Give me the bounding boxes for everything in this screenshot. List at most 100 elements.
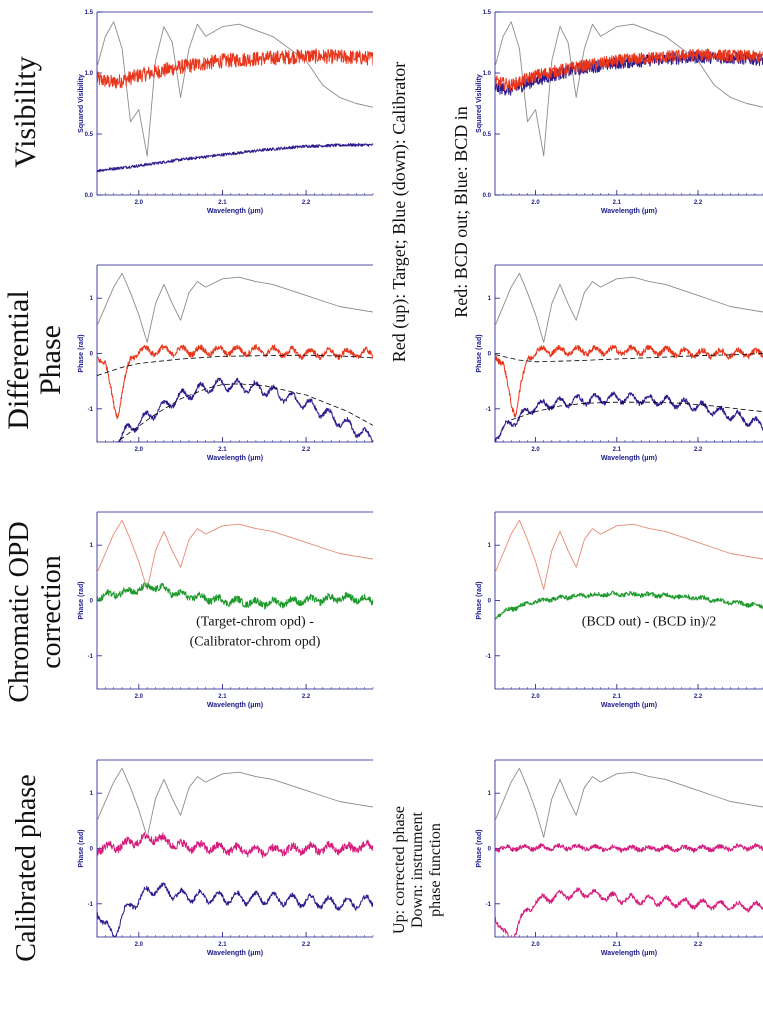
y-tick-label: -1: [486, 902, 492, 908]
series-reference: [97, 519, 373, 590]
series-bcd-out: [495, 48, 763, 92]
note-right-column: Red: BCD out; Blue: BCD in: [451, 106, 471, 318]
panel-cal-left: -1 0 1 2.0 2.1 2.2 Wavelength (μm) Phase (rad): [78, 759, 374, 957]
row-label-visibility: Visibility: [9, 56, 42, 168]
y-tick-label: 1.5: [85, 10, 94, 16]
y-tick-label: 0: [90, 352, 94, 358]
note-bottom-1: Up: corrected phase: [391, 806, 408, 934]
note-bottom-2: Down: instrument: [409, 811, 426, 928]
y-tick-label: -1: [486, 654, 492, 660]
panel-vis-right: 0.0 0.5 1.0 1.5 2.0 2.1 2.2 Wavelength (μm) Squa…: [476, 10, 763, 215]
row-label-phase: Phase: [34, 325, 67, 395]
y-axis-label: Squared Visibility: [476, 74, 483, 133]
y-tick-label: 1: [90, 791, 94, 797]
y-tick-label: 1: [488, 791, 492, 797]
y-axis-label: Phase (rad): [476, 581, 483, 619]
x-tick-label: 2.2: [302, 447, 311, 453]
series-bcd-out: [495, 344, 763, 418]
y-axis-label: Squared Visibility: [78, 74, 85, 133]
x-tick-label: 2.1: [613, 200, 622, 206]
y-tick-label: 1.5: [483, 10, 492, 16]
series-target: [97, 343, 373, 420]
series-reference: [97, 272, 373, 343]
series-corrected: [495, 590, 763, 621]
series-corrected: [97, 582, 373, 610]
series-bcd-in: [495, 391, 763, 442]
y-tick-label: 1: [90, 543, 94, 549]
x-tick-label: 2.1: [613, 447, 622, 453]
x-tick-label: 2.2: [302, 200, 311, 206]
x-tick-label: 2.1: [613, 694, 622, 700]
series-fit: [116, 383, 373, 442]
x-axis-label: Wavelength (μm): [601, 702, 657, 709]
row-label-calibrated-phase: Calibrated phase: [11, 774, 42, 961]
note-left-column: Red (up): Target; Blue (down): Calibrato…: [389, 62, 410, 363]
series-reference: [495, 21, 763, 157]
panel-vis-left: 0.0 0.5 1.0 1.5 2.0 2.1 2.2 Wavelength (μm) Squa…: [78, 10, 374, 215]
y-tick-label: 0.5: [483, 132, 492, 138]
y-tick-label: 0.0: [85, 193, 94, 199]
x-axis-label: Wavelength (μm): [601, 208, 657, 215]
axis-frame: [96, 759, 373, 938]
y-axis-label: Phase (rad): [78, 334, 85, 372]
x-axis-label: Wavelength (μm): [601, 455, 657, 462]
row-label-chromatic-opd: Chromatic OPD: [4, 521, 35, 702]
panel-annotation: (Target-chrom opd) -: [196, 614, 314, 629]
series-fit: [511, 401, 763, 421]
series-instrument: [495, 887, 763, 937]
axis-frame: [494, 11, 763, 196]
panel-dphase-left: -1 0 1 2.0 2.1 2.2 Wavelength (μm) Phase (rad): [78, 264, 374, 462]
series-calibrator: [117, 377, 373, 442]
x-tick-label: 2.0: [135, 200, 144, 206]
x-tick-label: 2.2: [694, 447, 703, 453]
y-tick-label: 1: [488, 543, 492, 549]
x-axis-label: Wavelength (μm): [207, 208, 263, 215]
y-axis-label: Phase (rad): [476, 334, 483, 372]
y-tick-label: 0: [90, 847, 94, 853]
y-tick-label: -1: [486, 407, 492, 413]
x-axis-label: Wavelength (μm): [207, 455, 263, 462]
x-tick-label: 2.0: [531, 447, 540, 453]
panel-opd-right: -1 0 1 2.0 2.1 2.2 Wavelength (μm) Phase (rad) (…: [476, 511, 763, 709]
panel-opd-left: -1 0 1 2.0 2.1 2.2 Wavelength (μm) Phase (rad) (…: [78, 511, 374, 709]
x-tick-label: 2.2: [302, 942, 311, 948]
series-reference: [495, 519, 763, 590]
x-tick-label: 2.1: [218, 200, 227, 206]
x-tick-label: 2.2: [302, 694, 311, 700]
x-tick-label: 2.1: [218, 942, 227, 948]
x-tick-label: 2.2: [694, 694, 703, 700]
row-label-differential: Differential: [2, 290, 35, 429]
y-tick-label: -1: [88, 902, 94, 908]
y-tick-label: 1: [488, 296, 492, 302]
series-reference: [495, 767, 763, 838]
axis-frame: [96, 11, 373, 196]
plot-panels: 0.0 0.5 1.0 1.5 2.0 2.1 2.2 Wavelength (μm) Squa…: [78, 10, 763, 957]
series-calibrator: [97, 143, 373, 173]
x-axis-label: Wavelength (μm): [207, 702, 263, 709]
y-tick-label: 0.5: [85, 132, 94, 138]
y-tick-label: 0: [488, 352, 492, 358]
note-bottom-3: phase function: [427, 823, 444, 917]
series-reference: [97, 767, 373, 838]
y-axis-label: Phase (rad): [476, 829, 483, 867]
panel-annotation: (BCD out) - (BCD in)/2: [582, 614, 717, 629]
series-target: [97, 48, 373, 89]
panel-cal-right: -1 0 1 2.0 2.1 2.2 Wavelength (μm) Phase (rad): [476, 759, 763, 957]
x-tick-label: 2.2: [694, 942, 703, 948]
x-tick-label: 2.0: [135, 694, 144, 700]
y-tick-label: 0: [488, 847, 492, 853]
x-tick-label: 2.1: [218, 694, 227, 700]
y-tick-label: -1: [88, 654, 94, 660]
y-tick-label: 1.0: [85, 71, 94, 77]
series-reference: [495, 272, 763, 343]
x-tick-label: 2.0: [135, 447, 144, 453]
x-tick-label: 2.0: [531, 694, 540, 700]
panel-dphase-right: -1 0 1 2.0 2.1 2.2 Wavelength (μm) Phase (rad): [476, 264, 763, 462]
x-tick-label: 2.0: [531, 200, 540, 206]
y-tick-label: 1.0: [483, 71, 492, 77]
y-axis-label: Phase (rad): [78, 829, 85, 867]
x-tick-label: 2.2: [694, 200, 703, 206]
y-tick-label: 0.0: [483, 193, 492, 199]
x-tick-label: 2.0: [531, 942, 540, 948]
